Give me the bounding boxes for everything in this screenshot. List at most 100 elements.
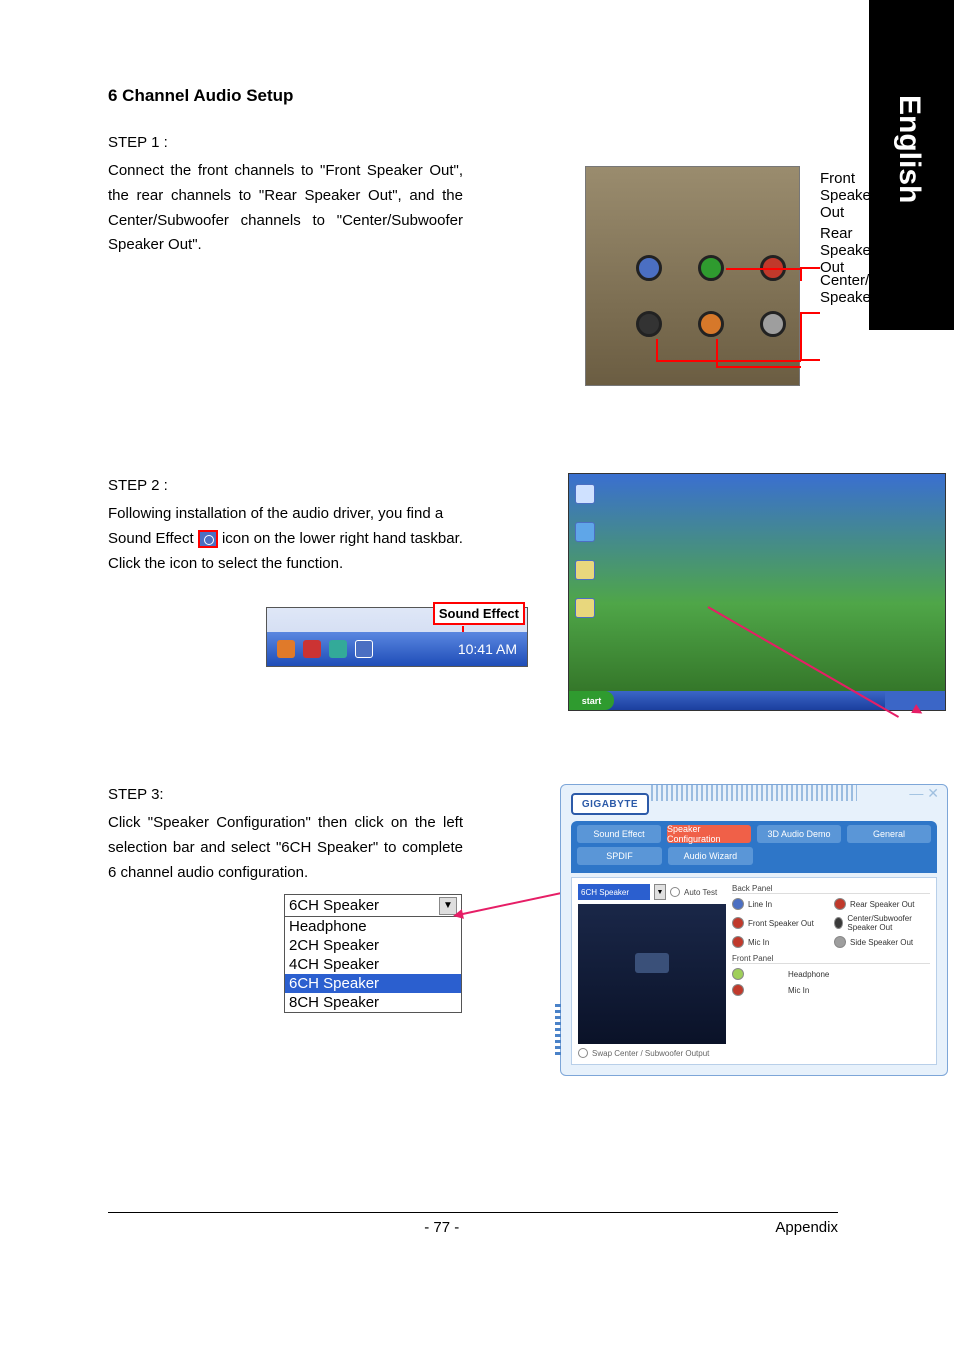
rear-panel-photo [585, 166, 800, 386]
panel-side-strip [555, 1003, 561, 1055]
port-mic-in: Mic In [732, 936, 828, 948]
page-content: 6 Channel Audio Setup STEP 1 : Connect t… [108, 86, 868, 258]
dd-option[interactable]: Headphone [285, 917, 461, 936]
taskbar-strip: 10:41 AM [267, 632, 527, 666]
callout-front: Front Speaker Out [820, 170, 876, 221]
port-dot-icon [834, 898, 846, 910]
port-dot-icon [732, 898, 744, 910]
step1-label: STEP 1 : [108, 134, 463, 151]
heading: 6 Channel Audio Setup [108, 86, 868, 106]
desk-icon[interactable] [575, 560, 595, 580]
jack-center-sub [698, 311, 724, 337]
dd-option-highlighted[interactable]: 6CH Speaker [285, 974, 461, 993]
jack-side-out [760, 311, 786, 337]
port-dot-icon [732, 936, 744, 948]
tab-3d-demo[interactable]: 3D Audio Demo [757, 825, 841, 843]
ext-rear-v [800, 312, 802, 359]
se-text-b: icon on the lower right hand taskbar. [222, 530, 463, 547]
desk-icon[interactable] [575, 484, 595, 504]
port-center-sub: Center/Subwoofer Speaker Out [834, 914, 930, 932]
cl-rear-v [656, 339, 658, 361]
start-button[interactable]: start [569, 691, 614, 710]
callout-cs2: Speaker Out [820, 289, 941, 306]
step2-line2: Sound Effect icon on the lower right han… [108, 527, 463, 552]
ext-front [800, 267, 820, 269]
desk-icon[interactable] [575, 598, 595, 618]
ext-front-v [800, 267, 802, 281]
port-dot-icon [834, 917, 843, 929]
room-visual [578, 904, 726, 1044]
close-icon[interactable]: — ✕ [909, 785, 939, 802]
panel-drag-handle[interactable] [651, 785, 857, 801]
callout-rear: Rear Speaker Out [820, 225, 876, 276]
port-front-out: Front Speaker Out [732, 914, 828, 932]
gigabyte-audio-panel: GIGABYTE — ✕ Sound Effect Speaker Config… [560, 784, 948, 1076]
step1: STEP 1 : Connect the front channels to "… [108, 134, 463, 258]
swap-row: Swap Center / Subwoofer Output [578, 1048, 726, 1058]
port-rear-out: Rear Speaker Out [834, 898, 930, 910]
speaker-combo[interactable]: 6CH Speaker [578, 884, 650, 900]
port-line-in: Line In [732, 898, 828, 910]
port-mic-in-front: Mic In [732, 984, 930, 996]
gigabyte-logo: GIGABYTE [571, 793, 649, 815]
tab-sound-effect[interactable]: Sound Effect [577, 825, 661, 843]
port-dot-icon [834, 936, 846, 948]
panel-tabs: Sound Effect Speaker Configuration 3D Au… [571, 821, 937, 873]
port-dot-icon [732, 917, 744, 929]
front-panel-grid: Headphone Mic In [732, 968, 930, 996]
step1-text: Connect the front channels to "Front Spe… [108, 159, 463, 258]
tray-icon[interactable] [329, 640, 347, 658]
taskbar-screenshot: Sound Effect 10:41 AM [266, 607, 528, 667]
tab-audio-wizard[interactable]: Audio Wizard [668, 847, 753, 865]
speaker-icon [635, 953, 669, 973]
auto-test-label: Auto Test [684, 888, 717, 897]
step3-label: STEP 3: [108, 786, 463, 803]
ext-rear [800, 312, 820, 314]
port-side-out: Side Speaker Out [834, 936, 930, 948]
sound-effect-icon [198, 530, 218, 548]
jack-rear-out [636, 311, 662, 337]
jack-line-in [636, 255, 662, 281]
step2-line3: Click the icon to select the function. [108, 552, 463, 577]
side-tab-label: English [892, 95, 926, 203]
panel-right: Back Panel Line In Rear Speaker Out Fron… [732, 884, 930, 1058]
jack-front-out [698, 255, 724, 281]
se-text-a: Sound Effect [108, 530, 194, 547]
se-callout-box: Sound Effect [433, 602, 525, 625]
back-panel-grid: Line In Rear Speaker Out Front Speaker O… [732, 898, 930, 948]
tab-speaker-config[interactable]: Speaker Configuration [667, 825, 751, 843]
page-number: - 77 - [424, 1219, 459, 1236]
step2-line1: Following installation of the audio driv… [108, 502, 463, 527]
dd-option[interactable]: 8CH Speaker [285, 993, 461, 1012]
swap-radio[interactable] [578, 1048, 588, 1058]
callout-cs1: Center/Subwoofer [820, 272, 941, 289]
tray-icon[interactable] [277, 640, 295, 658]
desk-icon[interactable] [575, 522, 595, 542]
front-panel-title: Front Panel [732, 954, 930, 964]
chevron-down-icon[interactable]: ▼ [654, 884, 666, 900]
swap-label: Swap Center / Subwoofer Output [592, 1049, 709, 1058]
sound-effect-tray-icon[interactable] [355, 640, 373, 658]
dd-option[interactable]: 2CH Speaker [285, 936, 461, 955]
tray-clock: 10:41 AM [458, 641, 517, 657]
cl-cs-v [716, 339, 718, 367]
footer: - 77 - Appendix [108, 1212, 838, 1236]
panel-left: 6CH Speaker ▼ Auto Test Swap Center / Su… [578, 884, 726, 1058]
tab-general[interactable]: General [847, 825, 931, 843]
arrow-head-dropdown [452, 909, 464, 921]
step3-text: Click "Speaker Configuration" then click… [108, 811, 463, 885]
desktop-screenshot: start [568, 473, 946, 711]
dd-option[interactable]: 4CH Speaker [285, 955, 461, 974]
step2-label: STEP 2 : [108, 477, 463, 494]
port-dot-icon [732, 968, 744, 980]
back-panel-title: Back Panel [732, 884, 930, 894]
dd-sel-text: 6CH Speaker [289, 897, 379, 914]
ext-cs [800, 359, 820, 361]
tab-spdif[interactable]: SPDIF [577, 847, 662, 865]
auto-test-radio[interactable] [670, 887, 680, 897]
cl-rear-h [656, 360, 801, 362]
panel-body: 6CH Speaker ▼ Auto Test Swap Center / Su… [571, 877, 937, 1065]
speaker-dropdown[interactable]: 6CH Speaker ▼ Headphone 2CH Speaker 4CH … [284, 894, 462, 1013]
dropdown-selected[interactable]: 6CH Speaker ▼ [285, 895, 461, 917]
tray-icon[interactable] [303, 640, 321, 658]
